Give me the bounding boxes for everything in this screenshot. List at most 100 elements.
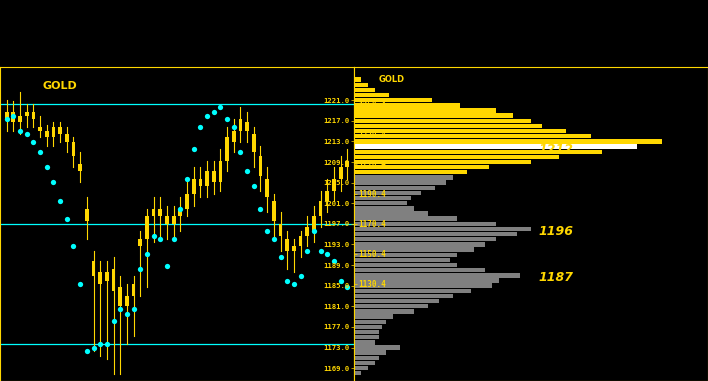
Bar [38,126,42,131]
Bar [205,171,209,186]
Bar [354,134,591,138]
Bar [299,236,302,246]
Text: 1187: 1187 [538,271,573,285]
Bar [25,112,28,116]
Bar [354,314,393,319]
Bar [354,325,382,329]
Bar [354,320,386,324]
Bar [32,112,35,119]
Bar [85,209,88,221]
Bar [52,126,55,137]
Bar [354,186,435,190]
Bar [354,175,453,180]
Text: 1212: 1212 [538,142,573,155]
Bar [354,289,471,293]
Bar [279,224,282,236]
Bar [159,209,162,216]
Bar [354,263,457,267]
Bar [354,268,485,272]
Bar [354,355,379,360]
Bar [354,118,531,123]
Bar [354,139,662,144]
Bar [354,206,414,211]
Bar [354,196,411,200]
Bar [354,155,559,159]
Bar [65,134,69,141]
Bar [292,246,296,251]
Bar [18,116,22,122]
Bar [354,191,421,195]
Bar [354,330,379,334]
Bar [125,296,129,306]
Text: 1196: 1196 [538,225,573,238]
Bar [354,351,386,355]
Bar [312,216,316,231]
Bar [11,112,16,122]
Bar [145,216,149,239]
Bar [178,209,182,216]
Text: GOLD: GOLD [42,81,77,91]
Bar [105,272,109,281]
Bar [91,261,96,276]
Bar [354,279,499,283]
Bar [354,304,428,309]
Bar [354,83,368,87]
Bar [252,134,256,152]
Bar [245,122,249,131]
Bar [354,160,531,164]
Bar [354,340,375,344]
Bar [354,283,492,288]
Bar [354,211,428,216]
Bar [354,216,457,221]
Bar [118,287,122,306]
Bar [354,114,513,118]
Bar [332,179,336,191]
Bar [354,253,457,257]
Bar [354,144,637,149]
Bar [354,227,531,231]
Bar [354,247,474,252]
Bar [354,371,361,375]
Bar [354,232,517,236]
Bar [354,258,450,262]
Bar [346,161,349,167]
Bar [354,242,485,247]
Bar [212,171,216,182]
Bar [219,161,222,182]
Text: GOLD:  10-day Market Profile of volume traded
per price point; coloured swath co: GOLD: 10-day Market Profile of volume tr… [406,14,656,50]
Bar [354,88,375,92]
Bar [319,202,322,216]
Bar [354,294,453,298]
Bar [185,194,189,209]
Text: GOLD:  21-day linear regression trend consistency
as described by the "Baby Blue: GOLD: 21-day linear regression trend con… [42,14,312,50]
Bar [354,309,414,314]
Bar [138,239,142,246]
Bar [305,227,309,236]
Bar [354,98,432,102]
Bar [272,202,275,221]
Bar [354,170,467,174]
Bar [354,93,389,97]
Bar [354,299,439,303]
Bar [112,269,115,291]
Text: GOLD: GOLD [379,75,405,83]
Bar [354,108,496,113]
Bar [58,126,62,134]
Bar [72,141,75,157]
Bar [172,216,176,224]
Bar [79,164,82,171]
Bar [354,165,489,169]
Bar [354,129,566,133]
Bar [354,124,542,128]
Bar [198,179,202,186]
Bar [326,191,329,202]
Bar [232,131,236,141]
Bar [354,345,400,350]
Bar [354,103,460,107]
Bar [354,335,379,339]
Bar [258,157,263,176]
Bar [45,131,49,137]
Bar [266,179,269,197]
Bar [354,149,602,154]
Bar [132,284,135,296]
